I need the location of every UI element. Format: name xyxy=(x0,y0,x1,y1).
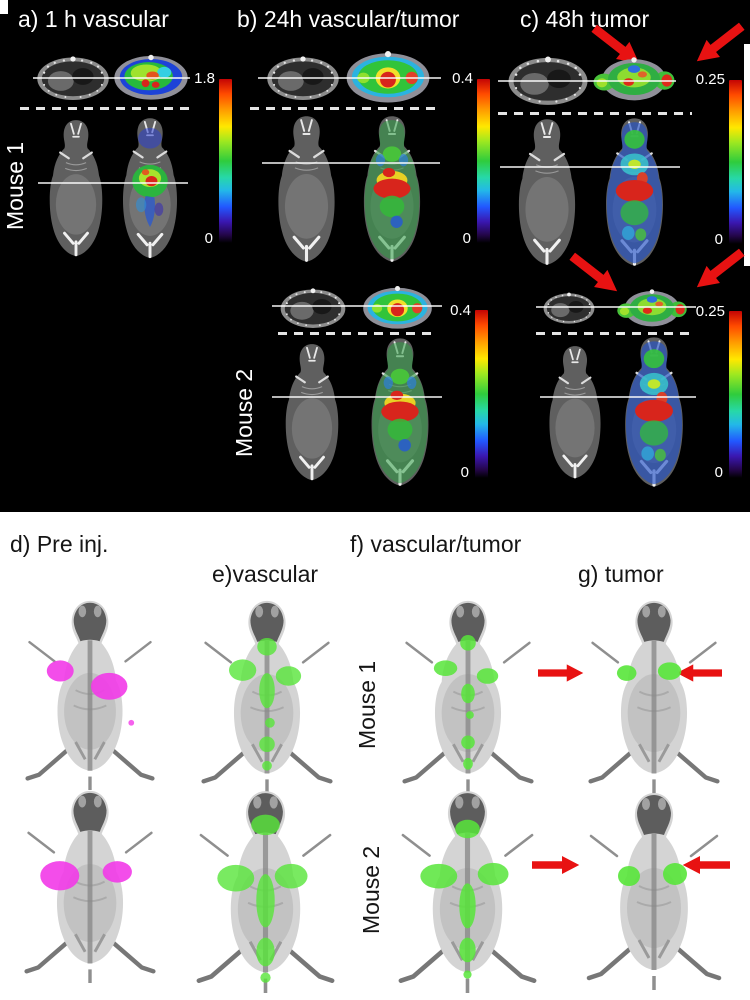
section-divider-dashed xyxy=(536,332,692,335)
panel-d-mouse1-image xyxy=(15,598,165,790)
slice-line xyxy=(258,77,441,79)
tumor-arrow xyxy=(689,243,749,298)
panel-d-label: d) Pre inj. xyxy=(10,531,109,557)
mouse1-row-label-top: Mouse 1 xyxy=(2,141,28,231)
panel-e-mouse2-image xyxy=(188,788,343,993)
section-divider-dashed xyxy=(498,112,692,115)
slice-line xyxy=(540,396,696,398)
section-divider-dashed xyxy=(278,332,438,335)
colorbar-b-m1-min: 0 xyxy=(462,230,471,247)
panel-b-label: b) 24h vascular/tumor xyxy=(237,6,460,32)
panel-f-mouse2-image xyxy=(390,788,545,993)
colorbar-c-m1-max: 0.25 xyxy=(695,71,725,88)
panel-a-coronal-ct xyxy=(40,115,112,265)
colorbar-panel-a xyxy=(219,79,232,243)
section-divider-dashed xyxy=(250,107,442,110)
panel-c-m1-axial-pet xyxy=(592,49,676,109)
colorbar-b-m1-max: 0.4 xyxy=(452,70,473,87)
panel-c-m2-axial-ct xyxy=(542,289,596,327)
colorbar-c-m2-max: 0.25 xyxy=(695,303,725,320)
corner-artifact xyxy=(0,0,8,14)
slice-line xyxy=(272,396,442,398)
mouse2-row-label-bottom: Mouse 2 xyxy=(358,845,384,935)
panel-b-m2-coronal-ct xyxy=(276,338,348,490)
panel-c-m2-coronal-ct xyxy=(540,337,610,491)
slice-line xyxy=(498,80,676,82)
tumor-arrow xyxy=(689,17,749,72)
colorbar-b-m2-min: 0 xyxy=(460,464,469,481)
colorbar-b-m2-max: 0.4 xyxy=(450,302,471,319)
panel-g-label: g) tumor xyxy=(578,561,664,587)
panel-c-m2-coronal-pet xyxy=(614,335,694,493)
panel-a-coronal-pet xyxy=(113,115,187,265)
panel-b-m1-coronal-ct xyxy=(268,114,345,268)
slice-line xyxy=(38,182,188,184)
panel-d-mouse2-image xyxy=(15,788,165,983)
slice-line xyxy=(536,306,696,308)
colorbar-panel-c-m1 xyxy=(729,80,742,244)
section-divider-dashed xyxy=(20,107,192,110)
colorbar-c-m1-min: 0 xyxy=(714,231,723,248)
panel-b-m2-axial-ct xyxy=(278,286,348,330)
panel-f-label: f) vascular/tumor xyxy=(350,531,522,557)
slice-line xyxy=(33,77,190,79)
colorbar-a-max: 1.8 xyxy=(194,70,215,87)
panel-f-mouse1-image xyxy=(392,598,544,793)
colorbar-c-m2-min: 0 xyxy=(714,464,723,481)
slice-line xyxy=(500,166,680,168)
panel-e-label: e)vascular xyxy=(212,561,319,587)
panel-b-m1-coronal-pet xyxy=(348,114,436,268)
fluorescence-section: d) Pre inj. e)vascular f) vascular/tumor… xyxy=(0,512,750,1000)
panel-g-mouse2-image xyxy=(578,790,730,990)
colorbar-panel-c-m2 xyxy=(729,311,742,478)
panel-c-label: c) 48h tumor xyxy=(520,6,650,32)
tumor-arrow xyxy=(532,854,580,876)
mouse2-row-label-top: Mouse 2 xyxy=(231,368,257,458)
slice-line xyxy=(262,162,440,164)
colorbar-a-min: 0 xyxy=(204,230,213,247)
panel-a-label: a) 1 h vascular xyxy=(18,6,169,32)
panel-g-mouse1-image xyxy=(578,598,730,793)
colorbar-panel-b-m1 xyxy=(477,79,490,243)
mouse1-row-label-bottom: Mouse 1 xyxy=(354,660,380,749)
colorbar-panel-b-m2 xyxy=(475,310,488,478)
edge-artifact xyxy=(744,44,750,266)
slice-line xyxy=(272,305,442,307)
panel-b-m2-coronal-pet xyxy=(360,336,440,492)
panel-b-m2-axial-pet xyxy=(361,284,434,331)
panel-c-m1-coronal-pet xyxy=(593,116,676,272)
panel-e-mouse1-image xyxy=(192,598,342,793)
pet-ct-section: a) 1 h vascular b) 24h vascular/tumor c)… xyxy=(0,0,750,512)
